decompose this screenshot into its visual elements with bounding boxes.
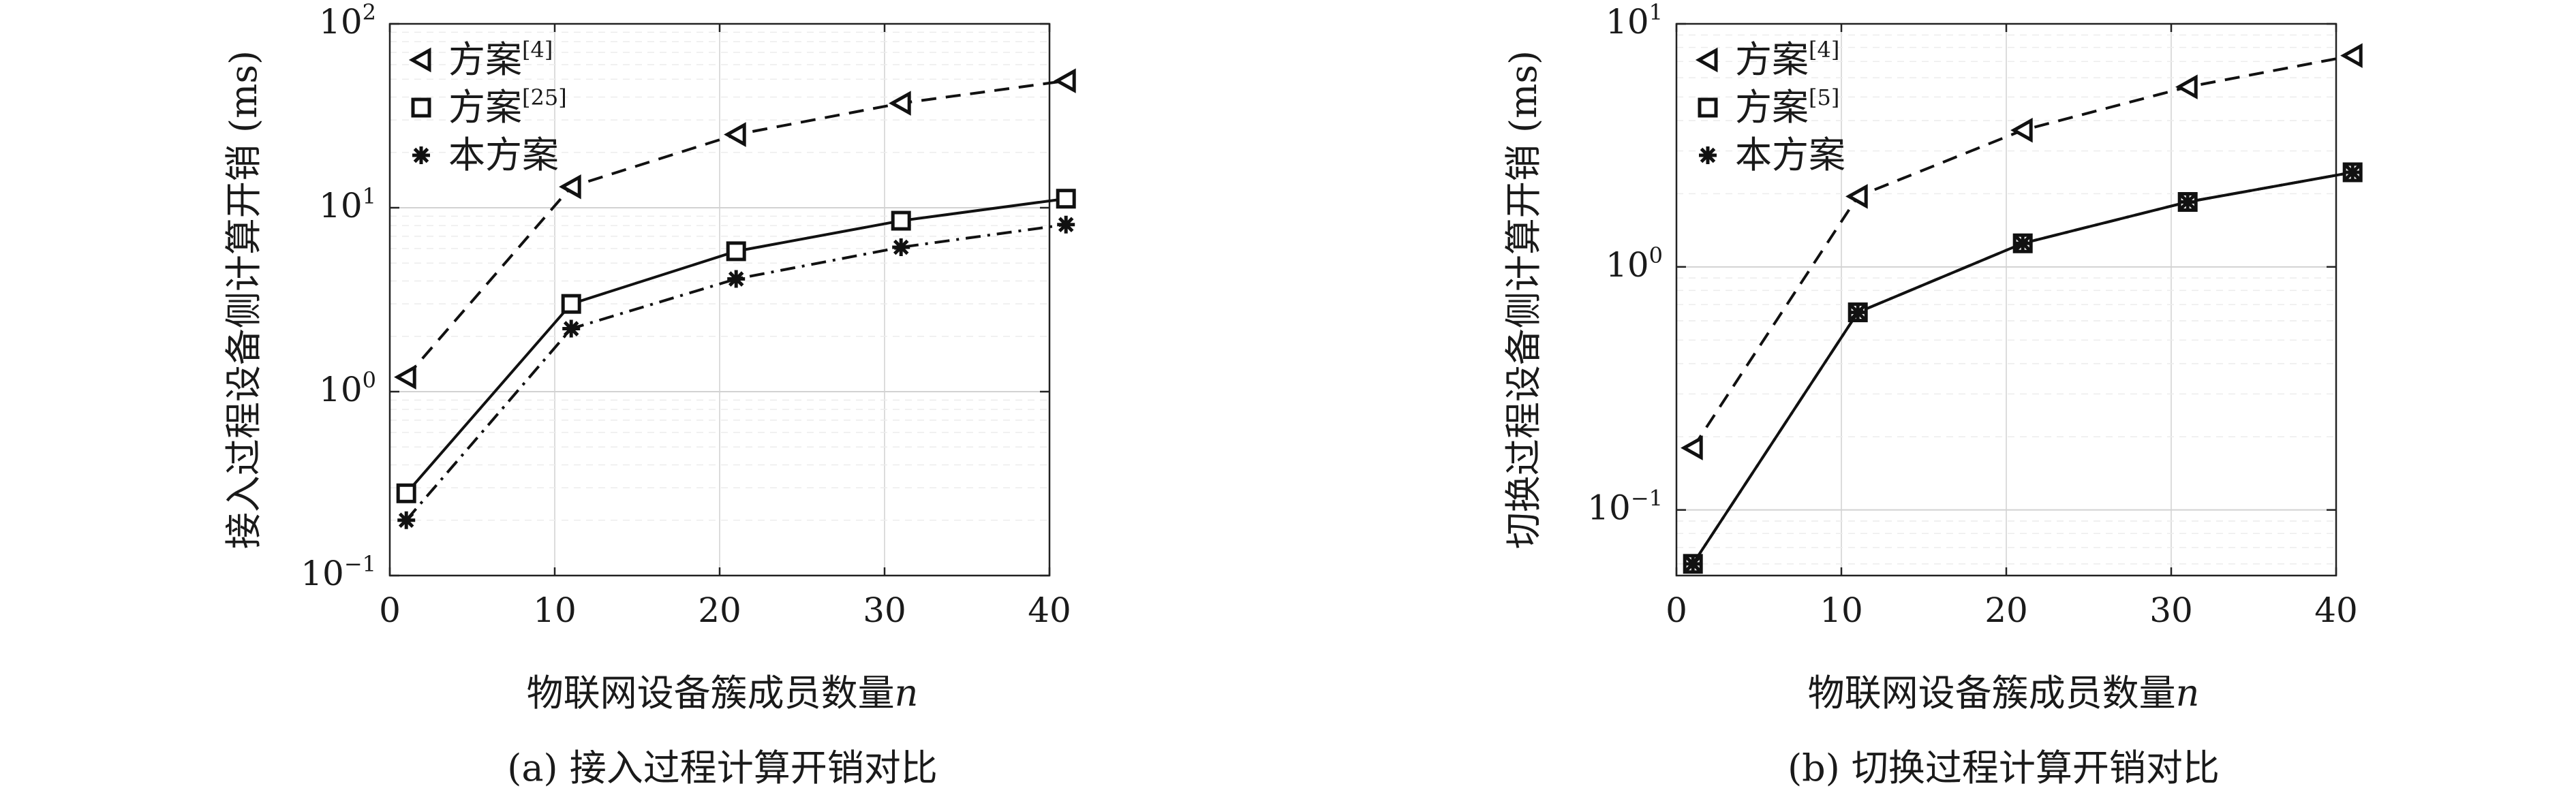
data-point [559, 174, 581, 200]
legend-marker [1699, 146, 1717, 164]
legend-label: 方案[4] [1735, 37, 1839, 81]
data-point [2010, 117, 2033, 143]
legend-marker [411, 97, 431, 118]
series-3 [397, 215, 1075, 529]
x-tick-label: 0 [379, 591, 401, 630]
y-tick-label: 10−1 [301, 551, 376, 593]
chart-panel-a: 0 10 20 30 40 10−1 100 101 102 接入过程设备侧计算开销 (ms) 物联… [222, 0, 1076, 789]
legend-label: 方案[5] [1735, 84, 1839, 129]
series-line [1691, 170, 2353, 565]
y-tick-label: 102 [319, 0, 376, 42]
x-tick-label: 10 [533, 591, 577, 630]
x-tick-label: 20 [1984, 591, 2028, 630]
x-axis-label: 物联网设备簇成员数量n [1808, 672, 2200, 714]
data-point [561, 294, 581, 314]
data-point [394, 364, 416, 390]
y-tick-label: 100 [1606, 242, 1663, 285]
data-point [724, 122, 746, 147]
legend-label: 方案[25] [448, 84, 567, 129]
panel-caption: (a) 接入过程计算开销对比 [507, 747, 938, 789]
data-point [726, 241, 746, 262]
y-tick-label: 101 [319, 183, 376, 225]
grid-b [1676, 24, 2336, 576]
y-tick-label: 101 [1606, 0, 1663, 42]
y-axis-label: 接入过程设备侧计算开销 (ms) [222, 50, 265, 549]
legend-marker [412, 146, 430, 164]
series-1 [1681, 43, 2363, 460]
legend-label: 方案[4] [448, 37, 553, 81]
series-1 [394, 68, 1076, 390]
y-tick-label: 100 [319, 367, 376, 409]
x-tick-label: 40 [1028, 591, 1071, 630]
data-point [397, 511, 416, 529]
data-point [1054, 68, 1076, 93]
data-point [1057, 215, 1075, 234]
series-3 [1684, 163, 2362, 573]
legend-marker [408, 47, 431, 73]
data-point [396, 483, 416, 503]
data-point [2340, 43, 2363, 68]
data-point [727, 270, 746, 288]
series-2 [396, 189, 1076, 503]
legend-label: 本方案 [1735, 134, 1845, 176]
grid-a [390, 24, 1049, 576]
legend-label: 本方案 [448, 134, 559, 176]
series-2 [1683, 162, 2363, 574]
data-point [2175, 74, 2198, 99]
data-point [1681, 435, 1703, 460]
legend-marker [1698, 97, 1718, 118]
data-point [2179, 193, 2197, 211]
data-point [2014, 234, 2032, 253]
x-tick-label: 30 [2149, 591, 2193, 630]
series-line [1691, 170, 2353, 565]
x-axis-label: 物联网设备簇成员数量n [527, 672, 919, 714]
series-line [405, 223, 1067, 522]
x-tick-label: 10 [1820, 591, 1863, 630]
data-point [891, 210, 911, 231]
x-tick-label: 0 [1666, 591, 1687, 630]
x-tick-label: 30 [863, 591, 906, 630]
data-point [1849, 303, 1867, 321]
legend: 方案[4]方案[5] 本方案 [1695, 37, 1845, 176]
data-point [1056, 189, 1076, 209]
data-point [1684, 554, 1702, 573]
x-tick-label: 40 [2314, 591, 2358, 630]
x-tick-label: 20 [698, 591, 741, 630]
data-point [562, 319, 581, 338]
panel-caption: (b) 切换过程计算开销对比 [1788, 747, 2220, 789]
legend-marker [1695, 47, 1718, 73]
legend: 方案[4]方案[25] 本方案 [408, 37, 567, 176]
data-point [892, 238, 910, 256]
data-point [2344, 163, 2362, 181]
y-tick-label: 10−1 [1587, 486, 1663, 528]
data-point [1845, 184, 1868, 209]
data-point [889, 91, 911, 116]
y-axis-label: 切换过程设备侧计算开销 (ms) [1502, 50, 1545, 549]
chart-panel-b: 0 10 20 30 40 10−1 100 101 切换过程设备侧计算开销 (ms) 物联网设备… [1502, 0, 2363, 789]
